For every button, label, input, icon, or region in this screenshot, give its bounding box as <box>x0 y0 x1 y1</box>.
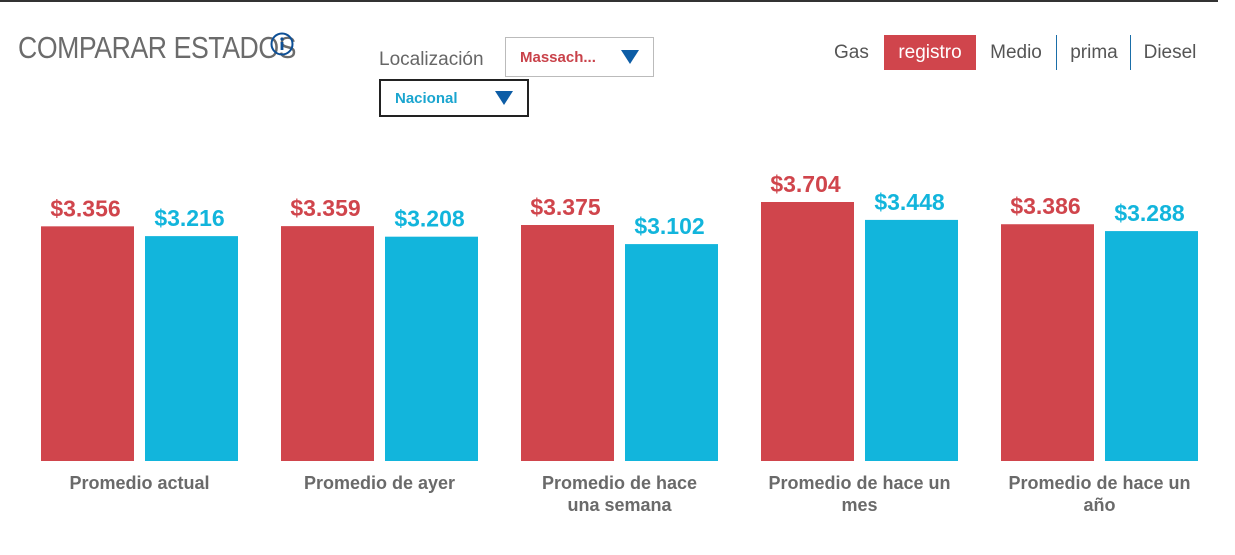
bar-series-1 <box>385 236 478 461</box>
bar-value-label: $3.288 <box>1114 200 1185 226</box>
info-icon[interactable] <box>270 32 294 56</box>
bar-value-label: $3.386 <box>1010 193 1080 219</box>
bar-series-1 <box>145 236 238 461</box>
bar-series-1 <box>865 219 958 461</box>
tab-diesel[interactable]: Diesel <box>1130 35 1209 70</box>
bar-value-label: $3.375 <box>530 194 601 220</box>
bar-series-0 <box>281 226 374 461</box>
location-secondary-value: Nacional <box>395 89 458 107</box>
bar-value-label: $3.102 <box>634 213 704 239</box>
location-label: Localización <box>379 49 484 70</box>
location-select-secondary[interactable]: Nacional <box>379 79 529 117</box>
category-label: mes <box>841 495 877 515</box>
bar-value-label: $3.356 <box>50 195 120 221</box>
page-title: COMPARAR ESTADOS <box>18 30 297 65</box>
bar-series-0 <box>521 225 614 461</box>
tab-registro[interactable]: registro <box>884 35 976 70</box>
bar-value-label: $3.704 <box>770 171 841 197</box>
top-divider <box>0 0 1218 2</box>
bar-series-0 <box>761 202 854 461</box>
category-label: Promedio actual <box>69 473 209 493</box>
category-label: Promedio de hace un <box>768 473 950 493</box>
location-primary-value: Massach... <box>520 48 596 66</box>
category-label: Promedio de hace <box>542 473 697 493</box>
bar-value-label: $3.216 <box>154 205 224 231</box>
category-label: Promedio de hace un <box>1008 473 1190 493</box>
bar-value-label: $3.208 <box>394 206 465 232</box>
category-label: Promedio de ayer <box>304 473 455 493</box>
bar-series-1 <box>1105 231 1198 461</box>
bar-value-label: $3.359 <box>290 195 360 221</box>
location-select-primary[interactable]: Massach... <box>505 37 654 77</box>
tab-medio[interactable]: Medio <box>990 41 1042 63</box>
bar-series-1 <box>625 244 718 461</box>
category-label: año <box>1083 495 1115 515</box>
fuel-label: Gas <box>834 41 869 63</box>
bar-value-label: $3.448 <box>874 189 945 215</box>
bar-series-0 <box>41 226 134 461</box>
tab-prima[interactable]: prima <box>1056 35 1131 70</box>
dropdown-arrow-icon <box>621 50 639 64</box>
category-label: una semana <box>567 495 672 515</box>
bar-series-0 <box>1001 224 1094 461</box>
dropdown-arrow-icon <box>495 91 513 105</box>
